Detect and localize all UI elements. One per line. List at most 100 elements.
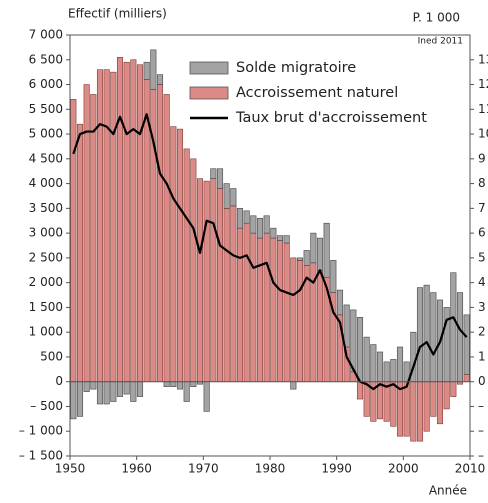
bar — [170, 126, 177, 383]
bar — [223, 183, 230, 209]
bar — [410, 381, 417, 442]
bar — [390, 359, 397, 383]
bar — [130, 381, 137, 402]
y-tick-label: 1 000 — [29, 325, 63, 339]
y-tick-label: 1 500 — [29, 300, 63, 314]
x-tick-label: 1980 — [255, 462, 286, 476]
y2-tick-label: 3 — [478, 300, 486, 314]
y-tick-label: 2 500 — [29, 250, 63, 264]
bar — [336, 289, 344, 316]
bar — [103, 69, 110, 383]
y2-tick-label: 2 — [478, 325, 486, 339]
bar — [450, 272, 457, 383]
x-tick-label: 1990 — [321, 462, 352, 476]
y2-axis-label: P. 1 000 — [413, 11, 460, 25]
x-tick-label: 1970 — [188, 462, 219, 476]
y-tick-label: 4 500 — [29, 151, 63, 165]
bar — [363, 336, 370, 383]
y-tick-label: 0 — [55, 374, 63, 388]
x-tick-label: 1950 — [55, 462, 86, 476]
y-tick-label: 4 000 — [29, 176, 63, 190]
rate-line — [72, 113, 468, 391]
bar — [270, 227, 277, 239]
bar — [123, 381, 130, 395]
bar — [290, 257, 297, 383]
y2-tick-label: 8 — [478, 176, 486, 190]
y2-tick-label: 0 — [478, 374, 486, 388]
y-tick-label: 6 000 — [29, 77, 63, 91]
bar — [283, 235, 290, 244]
bar — [296, 257, 304, 261]
x-tick-label: 1960 — [121, 462, 152, 476]
bar — [136, 64, 144, 383]
bar — [123, 61, 130, 383]
legend-swatch — [189, 61, 229, 75]
bar — [396, 346, 404, 383]
bar — [143, 61, 150, 80]
bar — [330, 260, 337, 293]
y2-tick-label: 10 — [478, 127, 488, 141]
bar — [256, 237, 264, 383]
bar — [83, 381, 90, 392]
bar — [230, 205, 237, 383]
bar — [190, 381, 197, 387]
y2-tick-label: – 2 — [478, 424, 488, 438]
source-note: Ined 2011 — [418, 37, 463, 47]
bar — [70, 381, 77, 420]
bar — [356, 317, 364, 383]
y2-tick-label: – 3 — [478, 449, 488, 463]
bar — [303, 250, 310, 266]
y2-tick-label: 7 — [478, 201, 486, 215]
bar — [450, 381, 457, 397]
x-tick-label: 2010 — [455, 462, 486, 476]
bar — [203, 381, 210, 412]
bar — [456, 292, 464, 383]
y2-tick-label: 1 — [478, 349, 486, 363]
bar — [270, 237, 277, 383]
bar — [403, 381, 410, 437]
y-axis-label: Effectif (milliers) — [68, 7, 167, 21]
bar — [163, 94, 170, 383]
y-tick-label: – 1 000 — [19, 424, 63, 438]
bar — [116, 381, 124, 397]
bar — [250, 232, 257, 383]
bar — [176, 381, 184, 390]
bar — [243, 210, 250, 224]
bar — [243, 222, 250, 383]
bar — [76, 381, 84, 417]
y2-tick-label: 11 — [478, 102, 488, 116]
bar — [436, 381, 444, 425]
bar — [196, 178, 204, 383]
bar — [103, 381, 110, 405]
y2-tick-label: 12 — [478, 77, 488, 91]
y2-tick-label: 6 — [478, 226, 486, 240]
bar — [350, 309, 357, 373]
bar — [210, 178, 217, 383]
bar — [250, 215, 257, 234]
bar — [296, 260, 304, 383]
bar — [316, 237, 324, 271]
bar — [136, 381, 144, 397]
bar — [430, 292, 437, 383]
y-tick-label: – 1 500 — [19, 449, 63, 463]
bar — [383, 361, 390, 383]
bar — [190, 158, 197, 383]
bar — [203, 180, 210, 383]
bar — [130, 59, 137, 383]
bar — [156, 84, 164, 383]
y2-tick-label: 13 — [478, 52, 488, 66]
bar — [156, 74, 164, 85]
bar — [96, 381, 104, 405]
bar — [316, 269, 324, 383]
y-tick-label: 6 500 — [29, 52, 63, 66]
bar — [443, 381, 450, 410]
legend-swatch — [189, 86, 229, 100]
bar — [283, 242, 290, 383]
bar — [356, 381, 364, 400]
bar — [176, 128, 184, 383]
bar — [310, 232, 317, 264]
bar — [376, 381, 384, 420]
y-tick-label: 3 500 — [29, 201, 63, 215]
bar — [236, 208, 244, 229]
y2-tick-label: – 1 — [478, 399, 488, 413]
